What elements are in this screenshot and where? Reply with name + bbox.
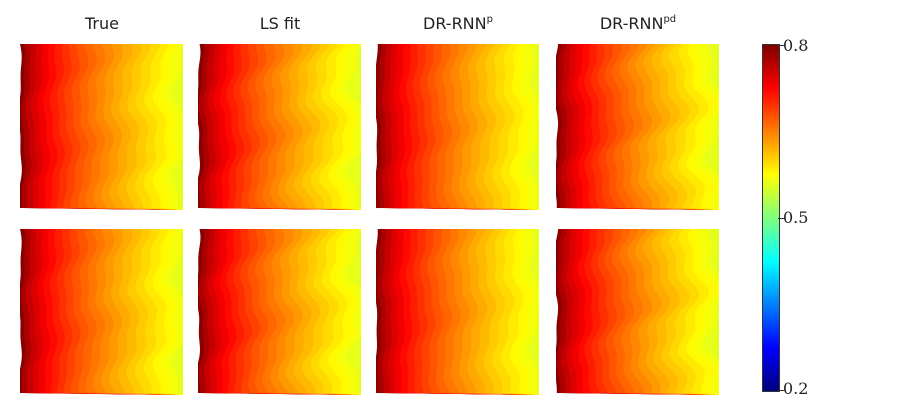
column-title-ls-fit: LS fit (259, 14, 301, 33)
contour-band (703, 229, 719, 395)
field-panel-true-row1 (20, 44, 183, 210)
column-title-dr-rnn-p: DR-RNNp (423, 14, 493, 33)
field-contour-svg (556, 229, 719, 395)
field-panel-dr-rnn-pd-row2 (556, 229, 719, 395)
contour-band (703, 44, 719, 210)
field-panel-dr-rnn-p-row2 (376, 229, 539, 395)
field-contour-svg (376, 44, 539, 210)
colorbar-tick-mid (778, 218, 785, 219)
colorbar-tick-bottom (778, 390, 785, 391)
field-contour-svg (376, 229, 539, 395)
field-panel-true-row2 (20, 229, 183, 395)
field-panel-ls-fit-row2 (198, 229, 361, 395)
field-contour-svg (20, 229, 183, 395)
field-contour-svg (20, 44, 183, 210)
contour-band (527, 44, 539, 210)
contour-band (346, 44, 361, 210)
contour-band (170, 229, 183, 395)
contour-band (170, 44, 183, 210)
contour-band (346, 229, 361, 395)
field-contour-svg (198, 229, 361, 395)
colorbar-label-mid: 0.5 (783, 208, 809, 227)
colorbar-tick-top (778, 45, 785, 46)
field-contour-svg (198, 44, 361, 210)
colorbar-label-max: 0.8 (783, 36, 809, 55)
field-panel-dr-rnn-pd-row1 (556, 44, 719, 210)
column-title-dr-rnn-pd: DR-RNNpd (599, 14, 677, 33)
colorbar-label-min: 0.2 (783, 379, 809, 398)
field-panel-dr-rnn-p-row1 (376, 44, 539, 210)
contour-band (527, 229, 539, 395)
column-title-true: True (85, 14, 119, 33)
field-panel-ls-fit-row1 (198, 44, 361, 210)
field-contour-svg (556, 44, 719, 210)
